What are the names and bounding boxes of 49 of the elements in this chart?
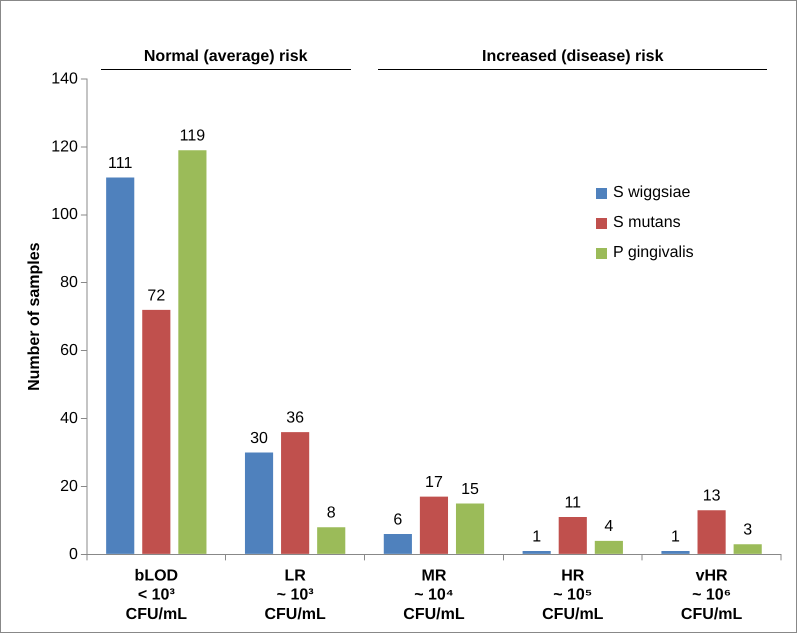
x-tick-label: HR ~ 10⁵ CFU/mL: [542, 567, 604, 623]
bar: [142, 310, 170, 554]
legend-label: S mutans: [613, 214, 681, 232]
legend-label: P gingivalis: [613, 244, 694, 262]
y-tick-label: 20: [60, 478, 78, 495]
bar: [106, 177, 134, 554]
y-tick-label: 40: [60, 410, 78, 427]
data-label: 11: [564, 494, 582, 512]
text: Increased (disease) risk: [378, 47, 768, 70]
data-label: 4: [604, 518, 614, 536]
data-label: 30: [250, 430, 268, 447]
data-label: 8: [326, 504, 336, 522]
data-label: 13: [702, 488, 721, 505]
x-tick-label: LR ~ 10³ CFU/mL: [264, 567, 326, 623]
bar: [384, 534, 412, 554]
bar: [244, 452, 274, 554]
bar: [281, 432, 310, 554]
y-tick-label: 0: [68, 546, 78, 563]
y-tick-label: 100: [51, 206, 78, 224]
data-label: 3: [743, 522, 752, 539]
bar: [178, 150, 206, 554]
x-tick-label: MR ~ 10⁴ CFU/mL: [403, 567, 465, 623]
x-tick-label: bLOD < 10³ CFU/mL: [126, 567, 188, 623]
data-label: 36: [286, 410, 304, 427]
bar: [558, 517, 587, 554]
bar: [594, 540, 623, 554]
data-label: 72: [147, 287, 166, 304]
data-label: 15: [461, 480, 480, 498]
data-label: 6: [393, 511, 402, 528]
legend-label: S wiggsiae: [613, 184, 690, 202]
data-label: 17: [425, 474, 443, 492]
data-label: 111: [108, 154, 132, 172]
bar: [698, 510, 726, 554]
bar: [420, 496, 448, 554]
y-tick-label: 140: [51, 70, 78, 88]
bar: [734, 544, 762, 554]
y-tick-label: 60: [60, 342, 78, 360]
x-tick-label: vHR ~ 10⁶ CFU/mL: [680, 567, 742, 623]
bar: [661, 551, 690, 554]
data-label: 1: [532, 528, 542, 546]
y-axis-title: Number of samples: [26, 242, 44, 391]
y-tick-label: 80: [60, 274, 78, 292]
bar: [456, 503, 484, 554]
text: Normal (average) risk: [100, 47, 351, 70]
bar: [317, 527, 346, 554]
data-label: 119: [180, 128, 206, 145]
y-tick-label: 120: [51, 138, 78, 156]
bar: [522, 551, 551, 554]
data-label: 1: [671, 528, 680, 546]
